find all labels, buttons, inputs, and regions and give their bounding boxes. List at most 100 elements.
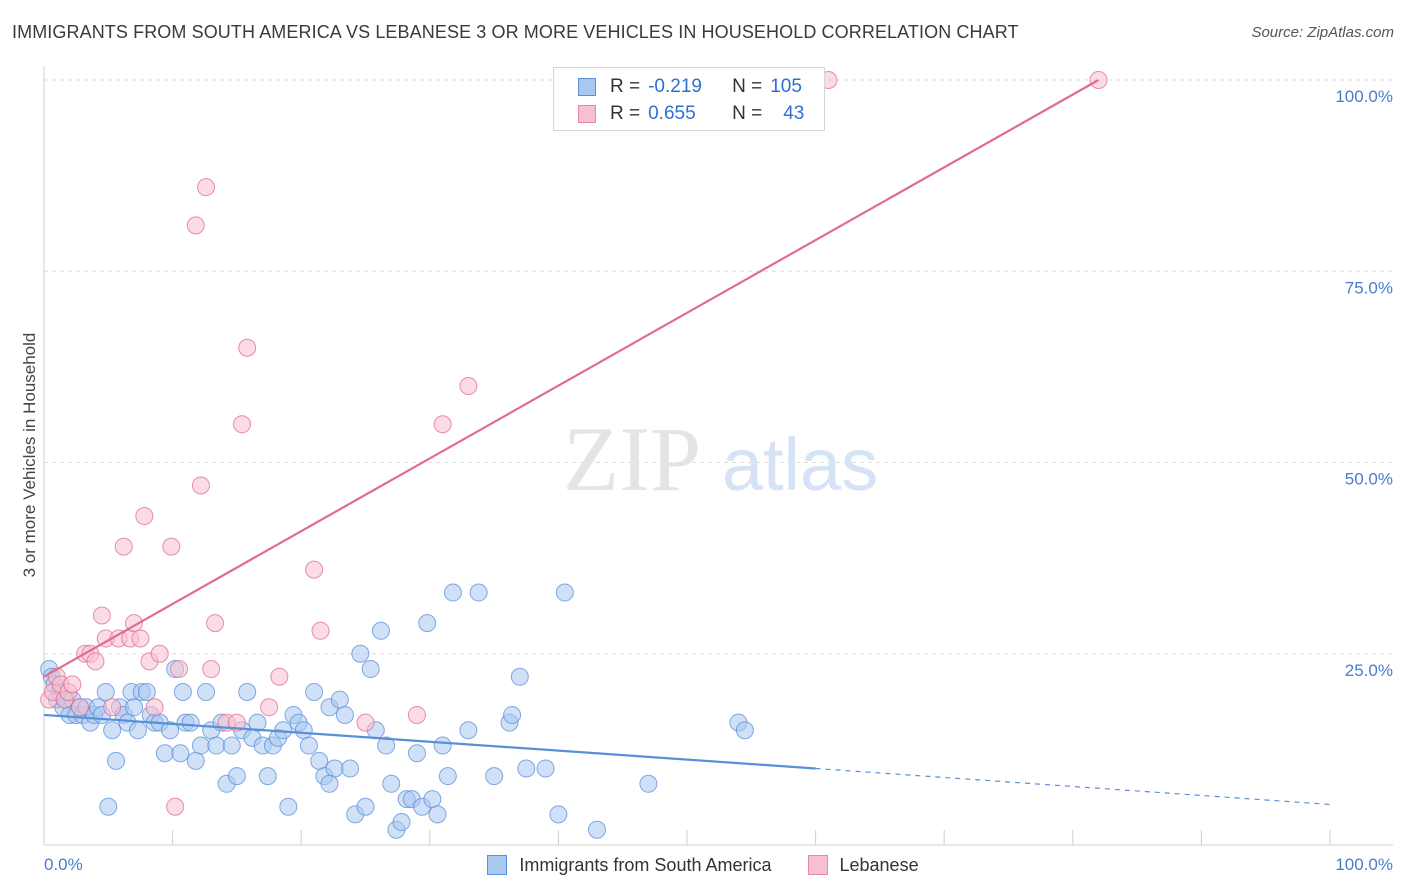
point-immigrants [128, 721, 147, 740]
point-immigrants [377, 736, 396, 755]
point-immigrants [459, 721, 478, 740]
point-immigrants [639, 774, 658, 793]
point-immigrants [341, 759, 360, 778]
point-immigrants [96, 683, 115, 701]
watermark-zip: ZIP [563, 408, 701, 510]
point-immigrants [392, 813, 411, 832]
x-tick-label: 0.0% [44, 855, 83, 874]
x-tick-label: 100.0% [1335, 855, 1393, 874]
point-immigrants [382, 774, 401, 793]
r-label: R = [610, 103, 641, 124]
legend-item-lebanese[interactable]: Lebanese [807, 854, 919, 876]
point-immigrants [227, 767, 246, 786]
point-immigrants [587, 820, 606, 839]
series-legend: Immigrants from South America Lebanese [0, 852, 1406, 878]
watermark-atlas: atlas [722, 423, 878, 506]
stats-row-immigrants: R = -0.219 N = 105 [578, 74, 802, 100]
point-lebanese [63, 675, 82, 694]
point-immigrants [197, 683, 216, 701]
y-tick-label: 100.0% [1335, 87, 1393, 106]
y-tick-label: 25.0% [1345, 661, 1393, 680]
point-lebanese [356, 713, 375, 732]
point-immigrants [361, 660, 380, 679]
point-lebanese [433, 415, 452, 434]
point-lebanese [305, 560, 324, 579]
r-value: 0.655 [648, 103, 696, 124]
point-lebanese [238, 338, 257, 357]
legend-swatch-lebanese [807, 855, 828, 875]
point-immigrants [103, 721, 122, 740]
series-lebanese-points [40, 71, 1108, 816]
n-value: 43 [783, 103, 805, 124]
trend-line-lebanese [43, 79, 1100, 678]
point-lebanese [260, 698, 279, 717]
n-label: N = [732, 76, 763, 97]
n-label: N = [732, 103, 763, 124]
point-lebanese [114, 537, 133, 556]
point-lebanese [270, 667, 289, 686]
legend-label-lebanese: Lebanese [839, 854, 919, 875]
point-lebanese [407, 705, 426, 724]
point-immigrants [125, 698, 144, 717]
point-immigrants [438, 767, 457, 786]
stats-row-lebanese: R = 0.655 N = 43 [578, 101, 804, 127]
point-immigrants [536, 759, 555, 778]
point-lebanese [206, 614, 225, 633]
point-lebanese [459, 377, 478, 395]
point-immigrants [433, 736, 452, 755]
point-lebanese [202, 660, 221, 679]
point-lebanese [191, 476, 210, 495]
point-immigrants [485, 767, 504, 786]
legend-label-immigrants: Immigrants from South America [519, 854, 772, 875]
r-value: -0.219 [648, 76, 702, 97]
point-immigrants [238, 683, 257, 701]
point-immigrants [186, 751, 205, 770]
source-credit: Source: ZipAtlas.com [1251, 24, 1394, 41]
point-immigrants [503, 705, 522, 724]
point-immigrants [299, 736, 318, 755]
point-lebanese [233, 415, 252, 434]
trend-lines [43, 79, 1331, 806]
y-axis-label: 3 or more Vehicles in Household [20, 333, 39, 578]
point-immigrants [155, 744, 174, 763]
point-lebanese [197, 178, 216, 197]
n-value: 105 [770, 76, 802, 97]
point-lebanese [92, 606, 111, 625]
legend-item-immigrants[interactable]: Immigrants from South America [487, 854, 772, 876]
point-immigrants [207, 736, 226, 755]
r-label: R = [610, 76, 641, 97]
point-immigrants [222, 736, 241, 755]
point-immigrants [107, 751, 126, 770]
point-immigrants [423, 790, 442, 809]
point-immigrants [351, 644, 370, 663]
point-immigrants [191, 736, 210, 755]
point-immigrants [549, 805, 568, 824]
point-lebanese [103, 698, 122, 717]
point-lebanese [71, 698, 90, 717]
point-immigrants [305, 683, 324, 701]
point-lebanese [162, 537, 181, 556]
point-immigrants [325, 759, 344, 778]
point-immigrants [517, 759, 536, 778]
legend-swatch-immigrants [487, 855, 508, 875]
point-lebanese [150, 644, 169, 663]
point-immigrants [310, 751, 329, 770]
point-immigrants [173, 683, 192, 701]
point-immigrants [428, 805, 447, 824]
point-immigrants [735, 721, 754, 740]
point-lebanese [186, 216, 205, 235]
chart-title: IMMIGRANTS FROM SOUTH AMERICA VS LEBANES… [12, 22, 1019, 42]
trend-line-immigrants [43, 713, 816, 770]
gridlines [44, 79, 1393, 655]
point-lebanese [145, 698, 164, 717]
point-immigrants [510, 667, 529, 686]
point-immigrants [356, 797, 375, 816]
point-immigrants [335, 705, 354, 724]
point-lebanese [86, 652, 105, 671]
point-immigrants [279, 797, 298, 816]
point-immigrants [443, 583, 462, 602]
point-immigrants [181, 713, 200, 732]
point-immigrants [418, 614, 437, 633]
point-immigrants [555, 583, 574, 602]
